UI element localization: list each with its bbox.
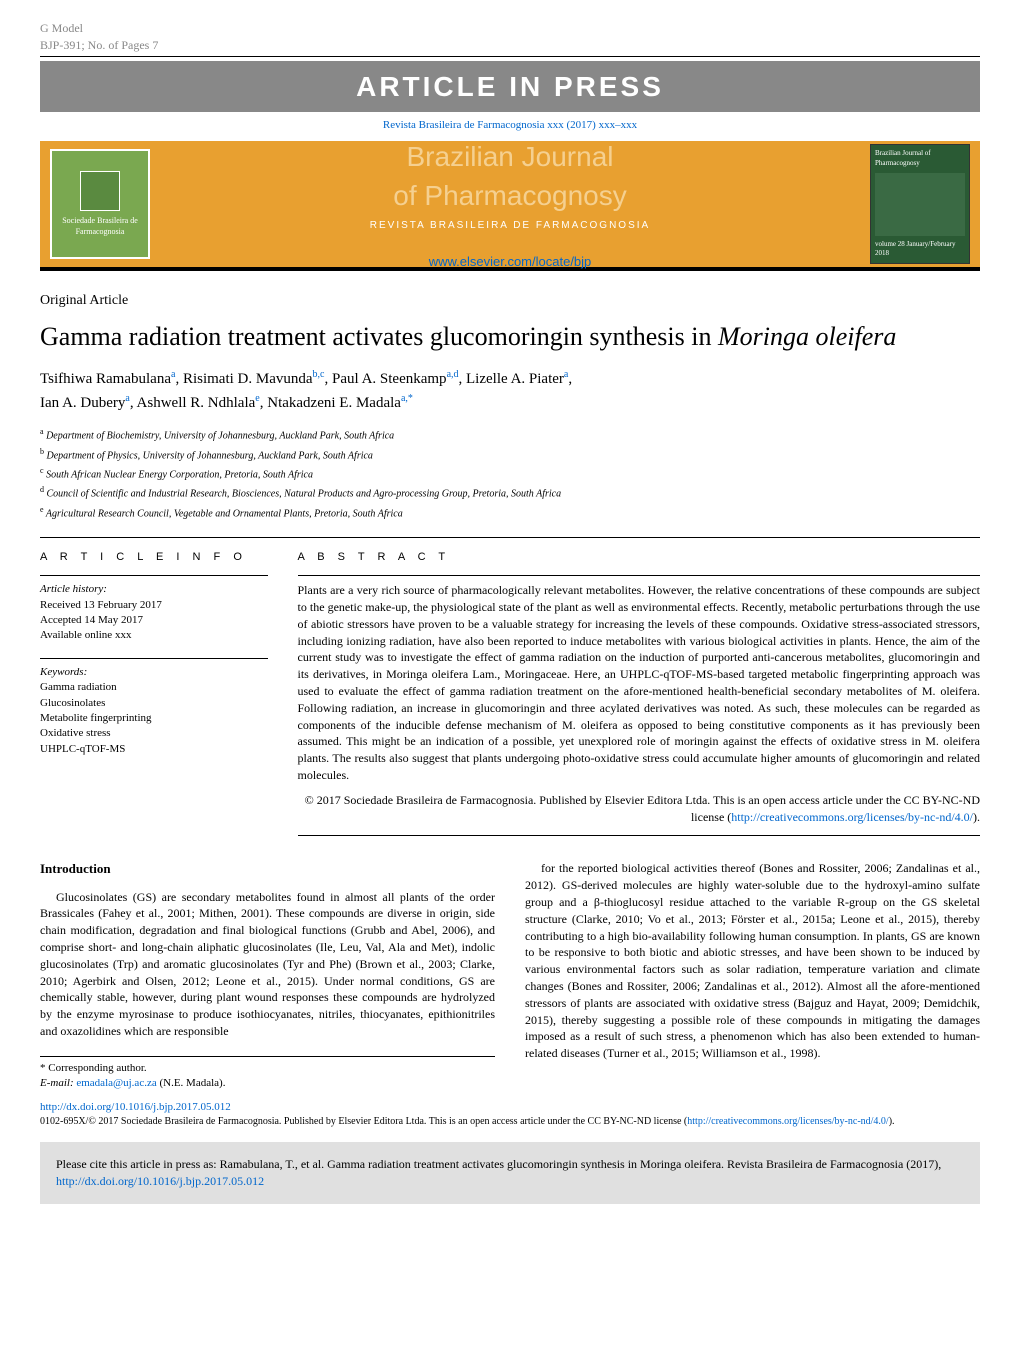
- keyword: Metabolite fingerprinting: [40, 711, 268, 726]
- leaf-icon: [80, 171, 120, 211]
- affiliations: a Department of Biochemistry, University…: [40, 426, 980, 521]
- corr-email-line: E-mail: emadala@uj.ac.za (N.E. Madala).: [40, 1076, 495, 1091]
- author: Lizelle A. Piater: [466, 371, 564, 387]
- title-text: Gamma radiation treatment activates gluc…: [40, 322, 718, 351]
- doi-link[interactable]: http://dx.doi.org/10.1016/j.bjp.2017.05.…: [40, 1100, 980, 1115]
- email-label: E-mail:: [40, 1077, 74, 1089]
- journal-homepage-link[interactable]: www.elsevier.com/locate/bjp: [150, 253, 870, 271]
- body-columns: Introduction Glucosinolates (GS) are sec…: [40, 860, 980, 1091]
- copyright-end: ).: [973, 810, 980, 824]
- article-info: A R T I C L E I N F O Article history: R…: [40, 550, 268, 837]
- affiliation: b Department of Physics, University of J…: [40, 446, 980, 463]
- corr-email[interactable]: emadala@uj.ac.za: [76, 1077, 156, 1089]
- abstract-block: A B S T R A C T Plants are a very rich s…: [298, 550, 981, 837]
- affiliation: c South African Nuclear Energy Corporati…: [40, 465, 980, 482]
- author: Ashwell R. Ndhlala: [137, 395, 256, 411]
- author: Ntakadzeni E. Madala: [267, 395, 401, 411]
- citation-line: Revista Brasileira de Farmacognosia xxx …: [40, 118, 980, 133]
- author-aff: e: [255, 393, 259, 404]
- history-online: Available online xxx: [40, 628, 268, 643]
- intro-paragraph-1: Glucosinolates (GS) are secondary metabo…: [40, 889, 495, 1040]
- column-right: for the reported biological activities t…: [525, 860, 980, 1091]
- cc-link[interactable]: http://creativecommons.org/licenses/by-n…: [731, 810, 973, 824]
- affiliation: d Council of Scientific and Industrial R…: [40, 484, 980, 501]
- corresponding-author: * Corresponding author. E-mail: emadala@…: [40, 1056, 495, 1092]
- title-species: Moringa oleifera: [718, 322, 896, 351]
- cite-doi-link[interactable]: http://dx.doi.org/10.1016/j.bjp.2017.05.…: [56, 1174, 264, 1188]
- journal-subtitle: REVISTA BRASILEIRA DE FARMACOGNOSIA: [150, 219, 870, 233]
- banner-center: Brazilian Journal of Pharmacognosy REVIS…: [150, 137, 870, 272]
- author-aff: a: [564, 369, 568, 380]
- article-in-press-banner: ARTICLE IN PRESS: [40, 61, 980, 112]
- keywords-block: Keywords: Gamma radiation Glucosinolates…: [40, 658, 268, 757]
- author: Tsifhiwa Ramabulana: [40, 371, 171, 387]
- corr-name: (N.E. Madala).: [159, 1077, 225, 1089]
- copyright-block: © 2017 Sociedade Brasileira de Farmacogn…: [298, 792, 981, 837]
- author-aff: b,c: [313, 369, 325, 380]
- society-label: Sociedade Brasileira de Farmacognosia: [52, 215, 148, 237]
- keyword: Oxidative stress: [40, 726, 268, 741]
- cite-box: Please cite this article in press as: Ra…: [40, 1142, 980, 1204]
- history-received: Received 13 February 2017: [40, 598, 268, 613]
- keywords-label: Keywords:: [40, 665, 268, 680]
- author: Risimati D. Mavunda: [183, 371, 313, 387]
- cite-text: Please cite this article in press as: Ra…: [56, 1157, 941, 1171]
- keyword: Gamma radiation: [40, 680, 268, 695]
- license-end: ).: [889, 1116, 895, 1127]
- history-label: Article history:: [40, 582, 268, 597]
- author-aff: a: [171, 369, 175, 380]
- article-title: Gamma radiation treatment activates gluc…: [40, 321, 980, 354]
- history-accepted: Accepted 14 May 2017: [40, 613, 268, 628]
- article-type: Original Article: [40, 291, 980, 311]
- keyword: Glucosinolates: [40, 696, 268, 711]
- author-aff: a,d: [447, 369, 459, 380]
- affiliation: a Department of Biochemistry, University…: [40, 426, 980, 443]
- cover-title: Brazilian Journal of Pharmacognosy: [875, 149, 965, 169]
- license-text: 0102-695X/© 2017 Sociedade Brasileira de…: [40, 1116, 687, 1127]
- authors-line: Tsifhiwa Ramabulanaa, Risimati D. Mavund…: [40, 367, 980, 414]
- article-id: BJP-391; No. of Pages 7: [40, 37, 158, 54]
- author-aff: a,*: [401, 393, 413, 404]
- license-line: 0102-695X/© 2017 Sociedade Brasileira de…: [40, 1115, 980, 1128]
- abstract-heading: A B S T R A C T: [298, 550, 981, 565]
- column-left: Introduction Glucosinolates (GS) are sec…: [40, 860, 495, 1091]
- journal-banner: Sociedade Brasileira de Farmacognosia Br…: [40, 141, 980, 271]
- author-aff: a: [125, 393, 129, 404]
- cover-image: [875, 173, 965, 236]
- intro-heading: Introduction: [40, 860, 495, 878]
- info-abstract-row: A R T I C L E I N F O Article history: R…: [40, 537, 980, 837]
- gmodel-label: G Model: [40, 20, 158, 37]
- article-history: Article history: Received 13 February 20…: [40, 575, 268, 644]
- author: Paul A. Steenkamp: [332, 371, 447, 387]
- intro-paragraph-2: for the reported biological activities t…: [525, 860, 980, 1062]
- keyword: UHPLC-qTOF-MS: [40, 742, 268, 757]
- article-info-heading: A R T I C L E I N F O: [40, 550, 268, 565]
- society-logo: Sociedade Brasileira de Farmacognosia: [50, 149, 150, 259]
- gmodel-block: G Model BJP-391; No. of Pages 7: [40, 20, 158, 54]
- license-link[interactable]: http://creativecommons.org/licenses/by-n…: [687, 1116, 888, 1127]
- author: Ian A. Dubery: [40, 395, 125, 411]
- abstract-text: Plants are a very rich source of pharmac…: [298, 575, 981, 784]
- cover-issue: volume 28 January/February 2018: [875, 240, 965, 260]
- journal-name-line1: Brazilian Journal: [150, 137, 870, 176]
- cover-thumbnail: Brazilian Journal of Pharmacognosy volum…: [870, 144, 970, 264]
- affiliation: e Agricultural Research Council, Vegetab…: [40, 504, 980, 521]
- corr-label: * Corresponding author.: [40, 1061, 495, 1076]
- journal-name-line2: of Pharmacognosy: [150, 176, 870, 215]
- header-bar: G Model BJP-391; No. of Pages 7: [40, 20, 980, 57]
